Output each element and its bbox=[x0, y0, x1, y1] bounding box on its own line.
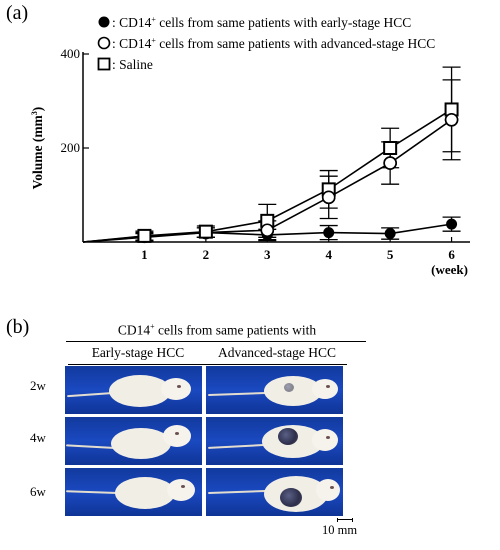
legend-label: : Saline bbox=[112, 57, 153, 72]
data-point bbox=[383, 156, 397, 170]
mouse-photo-early-4w bbox=[65, 417, 202, 465]
data-point bbox=[446, 218, 458, 230]
y-tick-label: 200 bbox=[61, 140, 81, 155]
row-label-2w: 2w bbox=[30, 378, 46, 393]
mouse-photo-early-2w bbox=[65, 366, 202, 414]
data-point bbox=[444, 113, 459, 127]
row-label-6w: 6w bbox=[30, 484, 46, 499]
x-tick-label: 1 bbox=[141, 247, 148, 262]
data-point bbox=[198, 224, 213, 239]
tumor-volume-chart: : CD14+ cells from same patients with ea… bbox=[30, 15, 470, 277]
legend-marker-open-circle bbox=[97, 36, 111, 50]
scale-bar bbox=[337, 518, 353, 522]
x-tick-label: 2 bbox=[203, 247, 210, 262]
data-point bbox=[137, 228, 152, 243]
group-header-rule bbox=[66, 341, 366, 342]
mouse-photo-advanced-4w bbox=[206, 417, 343, 465]
data-point bbox=[321, 190, 336, 205]
data-point bbox=[383, 141, 398, 155]
x-axis-label: (week) bbox=[431, 262, 468, 277]
column-label-advanced: Advanced-stage HCC bbox=[217, 345, 337, 360]
column-rule-early bbox=[68, 364, 208, 365]
data-point bbox=[260, 223, 275, 238]
panel-b-label: (b) bbox=[6, 316, 30, 338]
x-tick-label: 6 bbox=[448, 247, 455, 262]
y-tick-label: 400 bbox=[61, 46, 81, 61]
chart-legend: : CD14+ cells from same patients with ea… bbox=[97, 15, 435, 72]
y-axis-label: Volume (mm3) bbox=[30, 107, 45, 190]
x-tick-label: 4 bbox=[325, 247, 332, 262]
legend-label: : CD14+ cells from same patients with ea… bbox=[112, 15, 411, 30]
group-header: CD14+ cells from same patients with bbox=[117, 322, 317, 338]
chart-axes: 200 400 1 2 3 4 5 6(week) Volume (mm3) bbox=[30, 46, 470, 277]
column-label-early: Early-stage HCC bbox=[91, 345, 185, 360]
data-point bbox=[323, 227, 335, 239]
x-tick-label: 3 bbox=[264, 247, 271, 262]
mouse-photo-early-6w bbox=[65, 468, 202, 516]
mouse-photo-advanced-2w bbox=[206, 366, 343, 414]
row-label-4w: 4w bbox=[30, 430, 46, 445]
x-tick-label: 5 bbox=[387, 247, 394, 262]
data-point bbox=[384, 228, 396, 240]
column-rule-advanced bbox=[207, 364, 347, 365]
legend-label: : CD14+ cells from same patients with ad… bbox=[112, 36, 435, 51]
legend-marker-open-square bbox=[97, 57, 111, 71]
panel-a-label: (a) bbox=[6, 2, 29, 24]
scale-bar-label: 10 mm bbox=[322, 523, 358, 537]
mouse-photo-advanced-6w bbox=[206, 468, 343, 516]
legend-marker-filled-circle bbox=[98, 16, 110, 28]
chart-plot-area bbox=[82, 66, 461, 244]
